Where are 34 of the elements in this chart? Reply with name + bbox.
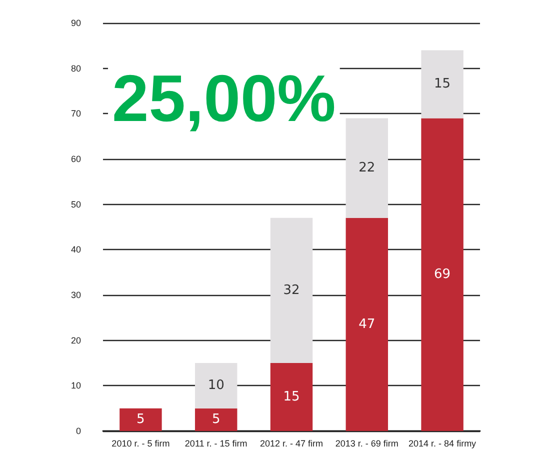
- y-tick-label: 70: [70, 108, 81, 119]
- bar: [194, 408, 238, 431]
- x-tick-label: 2012 r. - 47 firm: [260, 438, 324, 448]
- data-label: 47: [358, 316, 376, 332]
- data-label: 10: [208, 378, 224, 394]
- y-tick-label: 0: [76, 426, 81, 436]
- y-tick-label: 90: [70, 18, 81, 28]
- data-label: 69: [434, 267, 451, 282]
- data-label: 15: [434, 76, 451, 92]
- bar: [421, 50, 464, 118]
- annotation: 25,00%: [112, 61, 336, 135]
- data-label: 22: [358, 160, 376, 176]
- bar: [346, 118, 388, 218]
- x-tick-label: 2014 r. - 84 firmy: [408, 438, 477, 448]
- bar: [194, 363, 238, 408]
- y-tick-label: 20: [70, 335, 81, 346]
- bar: [270, 218, 313, 363]
- data-label: 32: [283, 282, 300, 298]
- y-tick-label: 10: [70, 380, 81, 391]
- data-label: 5: [136, 412, 145, 428]
- bar: [346, 218, 388, 431]
- y-tick-label: 60: [70, 154, 81, 164]
- y-tick-label: 50: [70, 199, 81, 210]
- y-tick-label: 30: [70, 290, 81, 300]
- y-tick-label: 40: [70, 244, 81, 255]
- x-tick-label: 2010 r. - 5 firm: [112, 438, 170, 448]
- bar: [120, 408, 162, 431]
- data-label: 15: [283, 390, 300, 404]
- x-tick-label: 2013 r. - 69 firm: [335, 438, 398, 448]
- x-tick-label: 2011 r. - 15 firm: [184, 438, 248, 448]
- y-tick-label: 80: [70, 63, 81, 74]
- bar: [270, 363, 313, 431]
- bar: [421, 118, 464, 431]
- data-label: 5: [212, 412, 220, 428]
